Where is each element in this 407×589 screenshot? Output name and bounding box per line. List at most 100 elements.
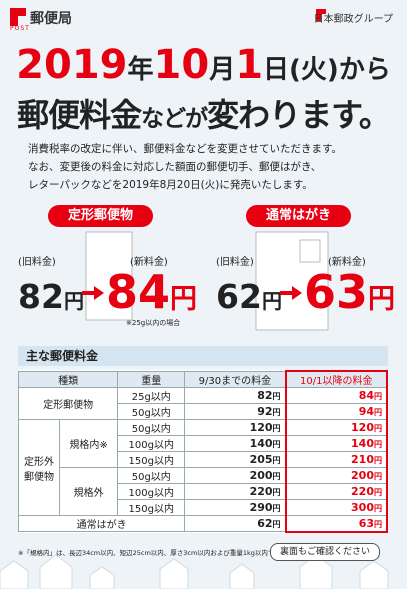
price-cell: 62円 — [184, 515, 287, 532]
row: 定形郵便物 25g以内 82円 84円 — [17, 387, 389, 420]
header-cell: 重量 — [117, 370, 186, 388]
hl-part: 10 — [153, 42, 210, 88]
unit: 円 — [272, 392, 281, 401]
unit: 円 — [374, 408, 382, 417]
hl-part: 1 — [235, 42, 264, 88]
footnote: ※「規格内」は、長辺34cm以内、短辺25cm以内、厚さ3cm以内および重量1k… — [18, 549, 287, 557]
weight: 50g以内 — [117, 419, 186, 436]
weight: 150g以内 — [117, 451, 186, 468]
price-cell: 200円 — [184, 467, 287, 484]
intro: 消費税率の改定に伴い、郵便料金などを変更させていただきます。 なお、変更後の料金… — [28, 140, 342, 194]
group-name: 日本郵政グループ — [313, 14, 393, 25]
new-price: 63 — [303, 265, 368, 319]
unit: 円 — [367, 284, 395, 315]
price-cell: 220円 — [184, 483, 287, 500]
price-cell: 120円 — [284, 419, 389, 436]
price-cell: 220円 — [284, 483, 389, 500]
hl-part: などが — [141, 106, 208, 132]
unit: 円 — [374, 472, 382, 481]
price: 140 — [351, 437, 374, 450]
price: 92 — [257, 405, 273, 418]
hl-part: 日(火)から — [263, 55, 391, 85]
unit: 円 — [63, 289, 84, 313]
price: 220 — [351, 485, 374, 498]
unit: 円 — [374, 424, 382, 433]
price-cell: 94円 — [284, 403, 389, 420]
weight: 50g以内 — [117, 403, 186, 420]
headline-1: 2019年10月1日(火)から — [0, 42, 407, 88]
unit: 円 — [272, 488, 281, 497]
price: 82 — [257, 389, 273, 402]
price: 205 — [249, 453, 273, 466]
price: 82円 84円 — [18, 265, 197, 319]
price-cell: 84円 — [284, 387, 389, 404]
header-cell: 10/1以降の料金 — [284, 370, 389, 388]
unit: 円 — [169, 284, 197, 315]
price-cell: 290円 — [184, 499, 287, 516]
row: 50g以内 92円 94円 — [19, 403, 389, 420]
group-label: 定形外郵便物 — [18, 419, 60, 516]
price-cell: 140円 — [184, 435, 287, 452]
row: 通常はがき 62円 63円 — [17, 515, 389, 533]
old-label: (旧料金) — [216, 257, 254, 268]
price: 220 — [249, 485, 273, 498]
price-cell: 120円 — [184, 419, 287, 436]
group-label: 定形郵便物 — [17, 387, 119, 420]
subgroup-label: 規格内※ — [58, 419, 119, 468]
row: 100g以内 140円 140円 — [19, 435, 389, 452]
unit: 円 — [374, 456, 382, 465]
price: 200 — [249, 469, 273, 482]
pill: 定形郵便物 — [48, 205, 153, 227]
price-cell: 300円 — [284, 499, 389, 516]
price: 84 — [358, 389, 374, 402]
logo-sub: POST — [10, 25, 30, 32]
highlight: 定形郵便物 (旧料金) (新料金) 82円 84円 ※25g以内の場合 — [8, 205, 208, 335]
price-cell: 140円 — [284, 435, 389, 452]
note: ※25g以内の場合 — [126, 319, 181, 327]
price-cell: 92円 — [184, 403, 287, 420]
price: 210 — [351, 453, 374, 466]
weight: 50g以内 — [117, 467, 186, 484]
price: 62円 63円 — [216, 265, 395, 319]
unit: 円 — [374, 504, 382, 513]
intro-line: レターパックなどを2019年8月20日(火)に発売いたします。 — [28, 179, 313, 191]
hl-part: 変わります。 — [207, 96, 391, 134]
hl-part: 月 — [209, 55, 236, 85]
price-cell: 200円 — [284, 467, 389, 484]
unit: 円 — [272, 472, 281, 481]
row: 定形外郵便物 規格内※ 50g以内 120円 120円 — [18, 419, 389, 516]
hl-part: 年 — [127, 55, 154, 85]
highlight: 通常はがき (旧料金) (新料金) 62円 63円 — [206, 205, 406, 335]
unit: 円 — [374, 392, 382, 401]
price: 300 — [351, 501, 374, 514]
group-label: 通常はがき — [17, 515, 186, 532]
unit: 円 — [272, 504, 281, 513]
row: 150g以内 205円 210円 — [19, 451, 389, 468]
unit: 円 — [272, 520, 281, 529]
price: 63 — [358, 516, 374, 530]
price: 290 — [249, 501, 273, 514]
price-cell: 210円 — [284, 451, 389, 468]
weight: 150g以内 — [117, 499, 186, 516]
old-price: 82 — [18, 277, 64, 316]
price-cell: 63円 — [284, 515, 389, 533]
row: 100g以内 220円 220円 — [19, 483, 389, 500]
price: 200 — [351, 469, 374, 482]
back-button: 裏面もご確認ください — [270, 543, 380, 561]
subgroup-label: 規格外 — [58, 467, 119, 516]
unit: 円 — [272, 408, 281, 417]
price-cell: 205円 — [184, 451, 287, 468]
unit: 円 — [374, 488, 382, 497]
intro-line: なお、変更後の料金に対応した額面の郵便切手、郵便はがき、 — [28, 161, 322, 173]
price: 62 — [257, 517, 273, 530]
weight: 100g以内 — [117, 483, 186, 500]
unit: 円 — [272, 424, 281, 433]
price: 120 — [351, 421, 374, 434]
weight: 25g以内 — [117, 387, 186, 404]
price: 140 — [249, 437, 273, 450]
weight: 100g以内 — [117, 435, 186, 452]
price: 120 — [249, 421, 273, 434]
unit: 円 — [261, 289, 282, 313]
